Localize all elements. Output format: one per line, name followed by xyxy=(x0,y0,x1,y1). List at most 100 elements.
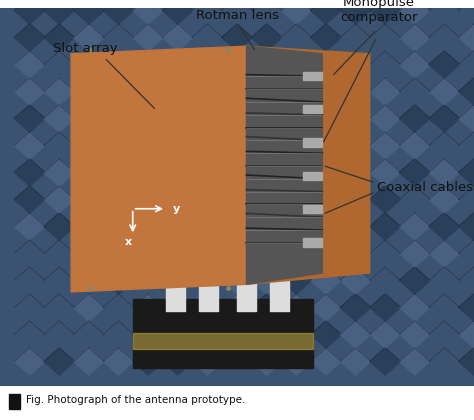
Polygon shape xyxy=(399,132,430,159)
Polygon shape xyxy=(310,105,341,132)
Polygon shape xyxy=(192,267,223,294)
Polygon shape xyxy=(133,0,164,24)
Polygon shape xyxy=(133,105,164,132)
Polygon shape xyxy=(73,51,104,78)
Polygon shape xyxy=(14,213,45,240)
Polygon shape xyxy=(73,213,104,240)
Polygon shape xyxy=(103,24,134,51)
Polygon shape xyxy=(192,159,223,186)
Polygon shape xyxy=(221,51,252,78)
Polygon shape xyxy=(162,132,193,159)
Polygon shape xyxy=(192,240,223,267)
Polygon shape xyxy=(162,51,193,78)
Polygon shape xyxy=(370,321,401,348)
Polygon shape xyxy=(340,24,371,51)
Bar xyxy=(303,205,322,213)
Polygon shape xyxy=(251,132,282,159)
Bar xyxy=(199,281,218,311)
Polygon shape xyxy=(133,348,164,375)
Polygon shape xyxy=(281,186,311,213)
Polygon shape xyxy=(429,321,460,348)
Polygon shape xyxy=(73,267,104,294)
Polygon shape xyxy=(370,213,401,240)
Polygon shape xyxy=(192,348,223,375)
Polygon shape xyxy=(44,132,75,159)
Polygon shape xyxy=(103,105,134,132)
Polygon shape xyxy=(71,46,246,292)
Polygon shape xyxy=(192,0,223,24)
Text: Rotman lens: Rotman lens xyxy=(195,9,279,21)
Polygon shape xyxy=(162,159,193,186)
Polygon shape xyxy=(14,78,45,105)
Polygon shape xyxy=(103,294,134,321)
Polygon shape xyxy=(73,132,104,159)
Polygon shape xyxy=(370,348,401,375)
Bar xyxy=(9,394,20,409)
Polygon shape xyxy=(103,213,134,240)
Polygon shape xyxy=(340,348,371,375)
Polygon shape xyxy=(340,186,371,213)
Polygon shape xyxy=(44,159,75,186)
Polygon shape xyxy=(459,105,474,132)
Polygon shape xyxy=(44,105,75,132)
Polygon shape xyxy=(103,51,134,78)
Polygon shape xyxy=(162,0,193,24)
Polygon shape xyxy=(73,105,104,132)
Polygon shape xyxy=(310,240,341,267)
Text: Monopulse
comparator: Monopulse comparator xyxy=(340,0,418,24)
Bar xyxy=(270,281,289,311)
Polygon shape xyxy=(459,294,474,321)
Polygon shape xyxy=(133,294,164,321)
Polygon shape xyxy=(103,78,134,105)
Polygon shape xyxy=(370,267,401,294)
Polygon shape xyxy=(162,348,193,375)
Polygon shape xyxy=(459,24,474,51)
Polygon shape xyxy=(429,186,460,213)
Polygon shape xyxy=(251,240,282,267)
Polygon shape xyxy=(251,24,282,51)
Polygon shape xyxy=(399,348,430,375)
Polygon shape xyxy=(281,267,311,294)
Polygon shape xyxy=(73,348,104,375)
Polygon shape xyxy=(221,105,252,132)
Polygon shape xyxy=(370,78,401,105)
Polygon shape xyxy=(399,267,430,294)
Polygon shape xyxy=(246,46,370,284)
Polygon shape xyxy=(310,24,341,51)
Polygon shape xyxy=(340,105,371,132)
Bar xyxy=(166,281,185,311)
Text: Coaxial cables: Coaxial cables xyxy=(377,181,473,194)
Polygon shape xyxy=(103,267,134,294)
Polygon shape xyxy=(14,0,45,24)
Polygon shape xyxy=(251,0,282,24)
Polygon shape xyxy=(14,132,45,159)
Polygon shape xyxy=(14,321,45,348)
Polygon shape xyxy=(340,321,371,348)
Bar xyxy=(303,72,322,80)
Polygon shape xyxy=(310,159,341,186)
Polygon shape xyxy=(73,294,104,321)
Polygon shape xyxy=(192,186,223,213)
Polygon shape xyxy=(459,267,474,294)
Polygon shape xyxy=(221,321,252,348)
Polygon shape xyxy=(192,132,223,159)
Polygon shape xyxy=(192,321,223,348)
Polygon shape xyxy=(44,267,75,294)
Text: y: y xyxy=(173,204,180,214)
Polygon shape xyxy=(281,294,311,321)
Polygon shape xyxy=(281,105,311,132)
Bar xyxy=(133,299,313,368)
Polygon shape xyxy=(73,159,104,186)
Polygon shape xyxy=(459,159,474,186)
Polygon shape xyxy=(370,24,401,51)
Polygon shape xyxy=(251,105,282,132)
Polygon shape xyxy=(133,24,164,51)
Polygon shape xyxy=(133,213,164,240)
Polygon shape xyxy=(399,0,430,24)
Polygon shape xyxy=(281,78,311,105)
Polygon shape xyxy=(192,78,223,105)
Polygon shape xyxy=(44,186,75,213)
Polygon shape xyxy=(103,0,134,24)
Polygon shape xyxy=(340,0,371,24)
Polygon shape xyxy=(251,78,282,105)
